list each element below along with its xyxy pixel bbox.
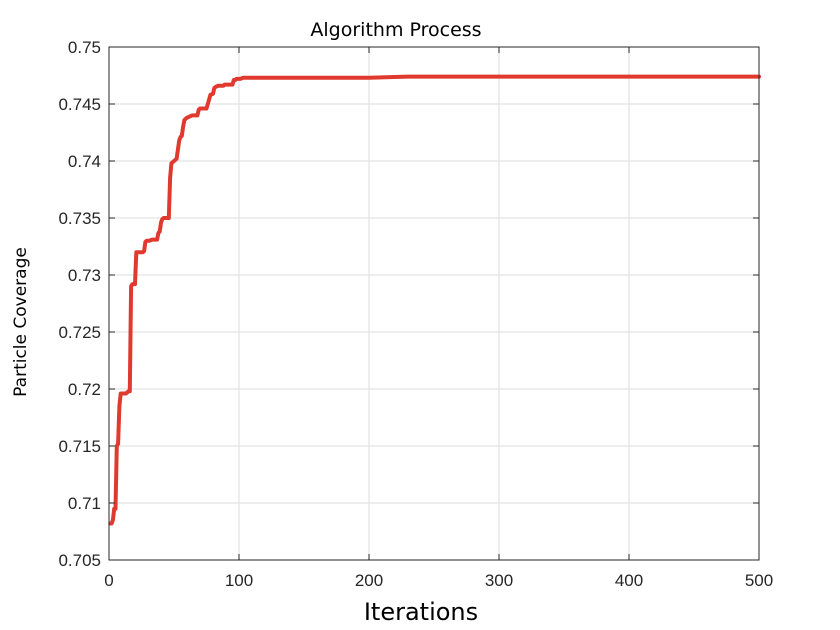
y-tick-label: 0.72 (68, 380, 101, 399)
y-tick-label: 0.725 (58, 323, 101, 342)
y-tick-label: 0.705 (58, 551, 101, 570)
y-tick-label: 0.71 (68, 494, 101, 513)
y-tick-label: 0.715 (58, 437, 101, 456)
series-line (108, 74, 761, 526)
x-tick-label: 200 (355, 571, 383, 590)
x-tick-label: 300 (485, 571, 513, 590)
y-tick-label: 0.75 (68, 38, 101, 57)
plot-area (109, 47, 759, 560)
grid (109, 47, 759, 560)
tick-marks (108, 46, 760, 561)
chart-title: Algorithm Process (310, 19, 481, 41)
series-layer (108, 74, 761, 526)
x-tick-label: 100 (225, 571, 253, 590)
y-tick-label: 0.745 (58, 95, 101, 114)
y-tick-label: 0.74 (68, 152, 101, 171)
y-tick-label: 0.73 (68, 266, 101, 285)
x-tick-label: 500 (745, 571, 773, 590)
x-tick-labels: 0 100 200 300 400 500 (104, 571, 773, 590)
y-tick-label: 0.735 (58, 209, 101, 228)
x-tick-label: 0 (104, 571, 113, 590)
y-tick-labels: 0.705 0.71 0.715 0.72 0.725 0.73 0.735 0.74 0.74… (58, 38, 101, 570)
y-axis-label: Particle Coverage (11, 247, 31, 397)
x-tick-label: 400 (615, 571, 643, 590)
x-axis-label: Iterations (364, 598, 478, 626)
axes-frame (108, 46, 760, 561)
